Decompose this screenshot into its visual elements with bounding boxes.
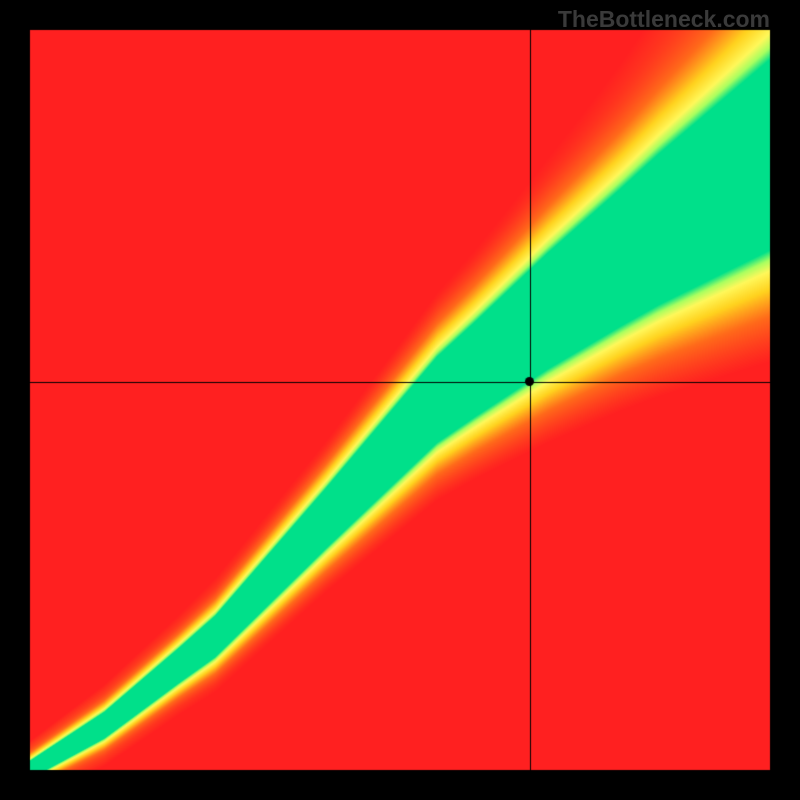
watermark-text: TheBottleneck.com [558, 6, 770, 33]
heatmap-canvas [0, 0, 800, 800]
chart-container: TheBottleneck.com [0, 0, 800, 800]
